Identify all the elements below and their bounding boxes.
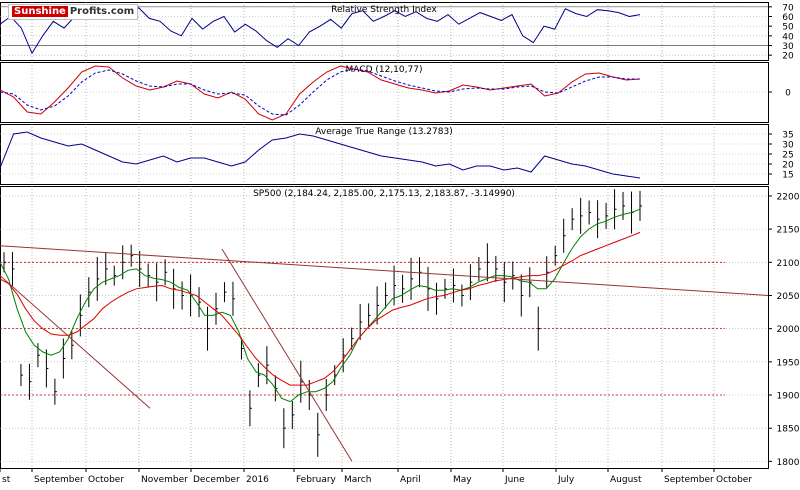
x-tick-label: July [557, 475, 575, 485]
x-tick-label: June [504, 475, 525, 485]
sunshine-profits-logo: Sunshine Profits.com [8, 4, 139, 20]
x-tick-label: March [344, 475, 371, 485]
x-tick-label: September [34, 475, 84, 485]
y-tick-label: 20 [782, 52, 794, 62]
x-tick-label: May [453, 475, 472, 485]
panel-title: Relative Strength Index [331, 5, 437, 15]
series-line [0, 65, 641, 121]
y-tick-label: 30 [782, 141, 794, 151]
y-tick-label: 25 [782, 151, 793, 161]
x-tick-label: February [296, 475, 337, 485]
y-tick-label: 0 [785, 89, 791, 99]
series-line [0, 68, 640, 116]
y-tick-label: 2150 [777, 226, 800, 236]
x-tick-label: September [664, 475, 714, 485]
trendline [0, 275, 151, 409]
y-tick-label: 20 [782, 161, 794, 171]
y-tick-label: 2000 [777, 325, 800, 335]
y-tick-label: 2200 [777, 192, 800, 202]
logo-sunshine-text: Sunshine [12, 6, 68, 17]
x-tick-label: April [400, 475, 421, 485]
trendline [221, 248, 353, 462]
panel-title: Average True Range (13.2783) [315, 127, 452, 137]
y-tick-label: 1950 [777, 358, 800, 368]
y-tick-label: 15 [782, 171, 793, 181]
y-tick-label: 40 [782, 32, 794, 42]
x-tick-label: st [2, 475, 11, 485]
y-tick-label: 1850 [777, 425, 800, 435]
y-tick-label: 60 [782, 13, 794, 23]
panel-frame [0, 2, 769, 61]
y-tick-label: 70 [782, 3, 794, 13]
panel-3: 1800 1850 1900 1950 2000 2050 2100 2150 2200 SP50… [0, 186, 800, 485]
series-line [0, 208, 641, 403]
x-tick-label: November [141, 475, 188, 485]
x-tick-label: December [193, 475, 240, 485]
y-tick-label: 30 [782, 42, 794, 52]
panel-frame [0, 186, 769, 469]
panel-1: 0 MACD (12,10,77) [0, 62, 791, 123]
y-tick-label: 35 [782, 131, 793, 141]
logo-profits-text: Profits.com [69, 6, 135, 17]
panel-title: MACD (12,10,77) [346, 65, 423, 75]
x-tick-label: 2016 [246, 475, 269, 485]
y-tick-label: 2050 [777, 292, 800, 302]
panel-title: SP500 (2,184.24, 2,185.00, 2,175.13, 2,1… [253, 189, 515, 199]
series-line [0, 231, 641, 386]
y-tick-label: 2100 [777, 259, 800, 269]
y-tick-label: 50 [782, 23, 794, 33]
series-line [0, 131, 641, 179]
y-tick-label: 1900 [777, 392, 800, 402]
x-tick-label: October [88, 475, 124, 485]
trendline [0, 245, 769, 296]
x-tick-label: August [610, 475, 642, 485]
y-tick-label: 1800 [777, 458, 800, 468]
x-tick-label: October [716, 475, 752, 485]
